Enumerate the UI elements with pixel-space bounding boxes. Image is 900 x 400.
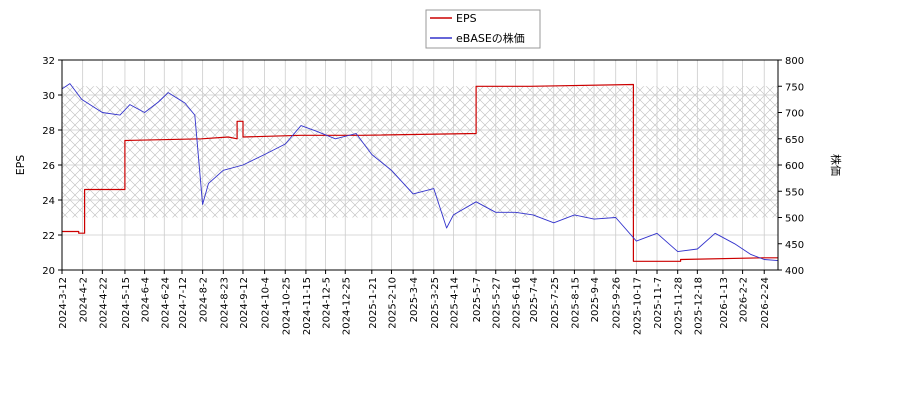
right-tick-label: 550 (785, 187, 804, 198)
x-tick-label: 2025-11-7 (653, 277, 664, 329)
left-tick-label: 20 (42, 266, 55, 277)
x-tick-label: 2024-7-12 (178, 277, 189, 329)
x-tick-label: 2025-2-10 (387, 277, 398, 329)
legend-label-price: eBASEの株価 (456, 31, 525, 45)
x-tick-label: 2025-5-27 (492, 277, 503, 329)
legend-label-eps: EPS (456, 12, 477, 25)
x-tick-label: 2024-9-12 (239, 277, 250, 329)
x-tick-label: 2024-6-4 (141, 277, 152, 322)
right-axis-ticks: 400 450 500 550 600 650 700 750 800 (778, 56, 804, 277)
x-tick-label: 2025-3-4 (409, 277, 420, 322)
x-tick-label: 2025-11-28 (674, 277, 685, 335)
left-tick-label: 30 (42, 91, 55, 102)
right-tick-label: 400 (785, 266, 804, 277)
x-tick-label: 2024-10-4 (261, 277, 272, 329)
x-tick-label: 2025-6-16 (511, 277, 522, 329)
left-tick-label: 28 (42, 126, 55, 137)
x-tick-label: 2024-12-25 (341, 277, 352, 335)
right-tick-label: 600 (785, 161, 804, 172)
left-tick-label: 26 (42, 161, 55, 172)
x-tick-label: 2024-8-2 (199, 277, 210, 322)
right-tick-label: 800 (785, 56, 804, 67)
x-tick-label: 2025-3-25 (430, 277, 441, 329)
x-axis-ticks: 2024-3-12 2024-4-2 2024-4-22 2024-5-15 2024-… (58, 270, 771, 335)
x-tick-label: 2024-4-22 (98, 277, 109, 329)
x-tick-label: 2025-5-7 (472, 277, 483, 322)
right-tick-label: 450 (785, 240, 804, 251)
x-tick-label: 2025-9-4 (590, 277, 601, 322)
x-tick-label: 2024-12-5 (322, 277, 333, 329)
x-tick-label: 2025-8-15 (570, 277, 581, 329)
left-axis-ticks: 20 22 24 26 28 30 32 (42, 56, 62, 277)
hatched-band (62, 86, 778, 218)
x-tick-label: 2025-4-14 (449, 277, 460, 329)
legend: EPS eBASEの株価 (425, 9, 541, 49)
x-tick-label: 2025-12-18 (693, 277, 704, 335)
x-tick-label: 2026-2-24 (760, 277, 771, 329)
x-tick-label: 2025-7-25 (550, 277, 561, 329)
right-tick-label: 650 (785, 135, 804, 146)
right-axis-label: 株価 (829, 154, 843, 176)
x-tick-label: 2025-7-4 (529, 277, 540, 322)
x-tick-label: 2024-3-12 (58, 277, 69, 329)
x-tick-label: 2025-9-26 (612, 277, 623, 329)
x-tick-label: 2025-10-17 (632, 277, 643, 335)
x-tick-label: 2026-1-13 (719, 277, 730, 329)
x-tick-label: 2024-10-25 (281, 277, 292, 335)
x-tick-label: 2025-1-21 (368, 277, 379, 329)
x-tick-label: 2024-4-2 (79, 277, 90, 322)
left-tick-label: 24 (42, 196, 55, 207)
eps-series-line (62, 83, 778, 262)
right-tick-label: 750 (785, 82, 804, 93)
x-tick-label: 2024-8-23 (219, 277, 230, 329)
x-tick-label: 2024-6-24 (160, 277, 171, 329)
x-tick-label: 2024-11-15 (302, 277, 313, 335)
left-tick-label: 22 (42, 231, 55, 242)
legend-box (425, 9, 541, 49)
right-tick-label: 700 (785, 109, 804, 120)
x-tick-label: 2026-2-2 (739, 277, 750, 322)
price-series-line (62, 83, 778, 262)
series-layer (62, 83, 778, 262)
x-tick-label: 2024-5-15 (121, 277, 132, 329)
right-tick-label: 500 (785, 214, 804, 225)
left-tick-label: 32 (42, 56, 55, 67)
left-axis-label: EPS (14, 155, 27, 176)
